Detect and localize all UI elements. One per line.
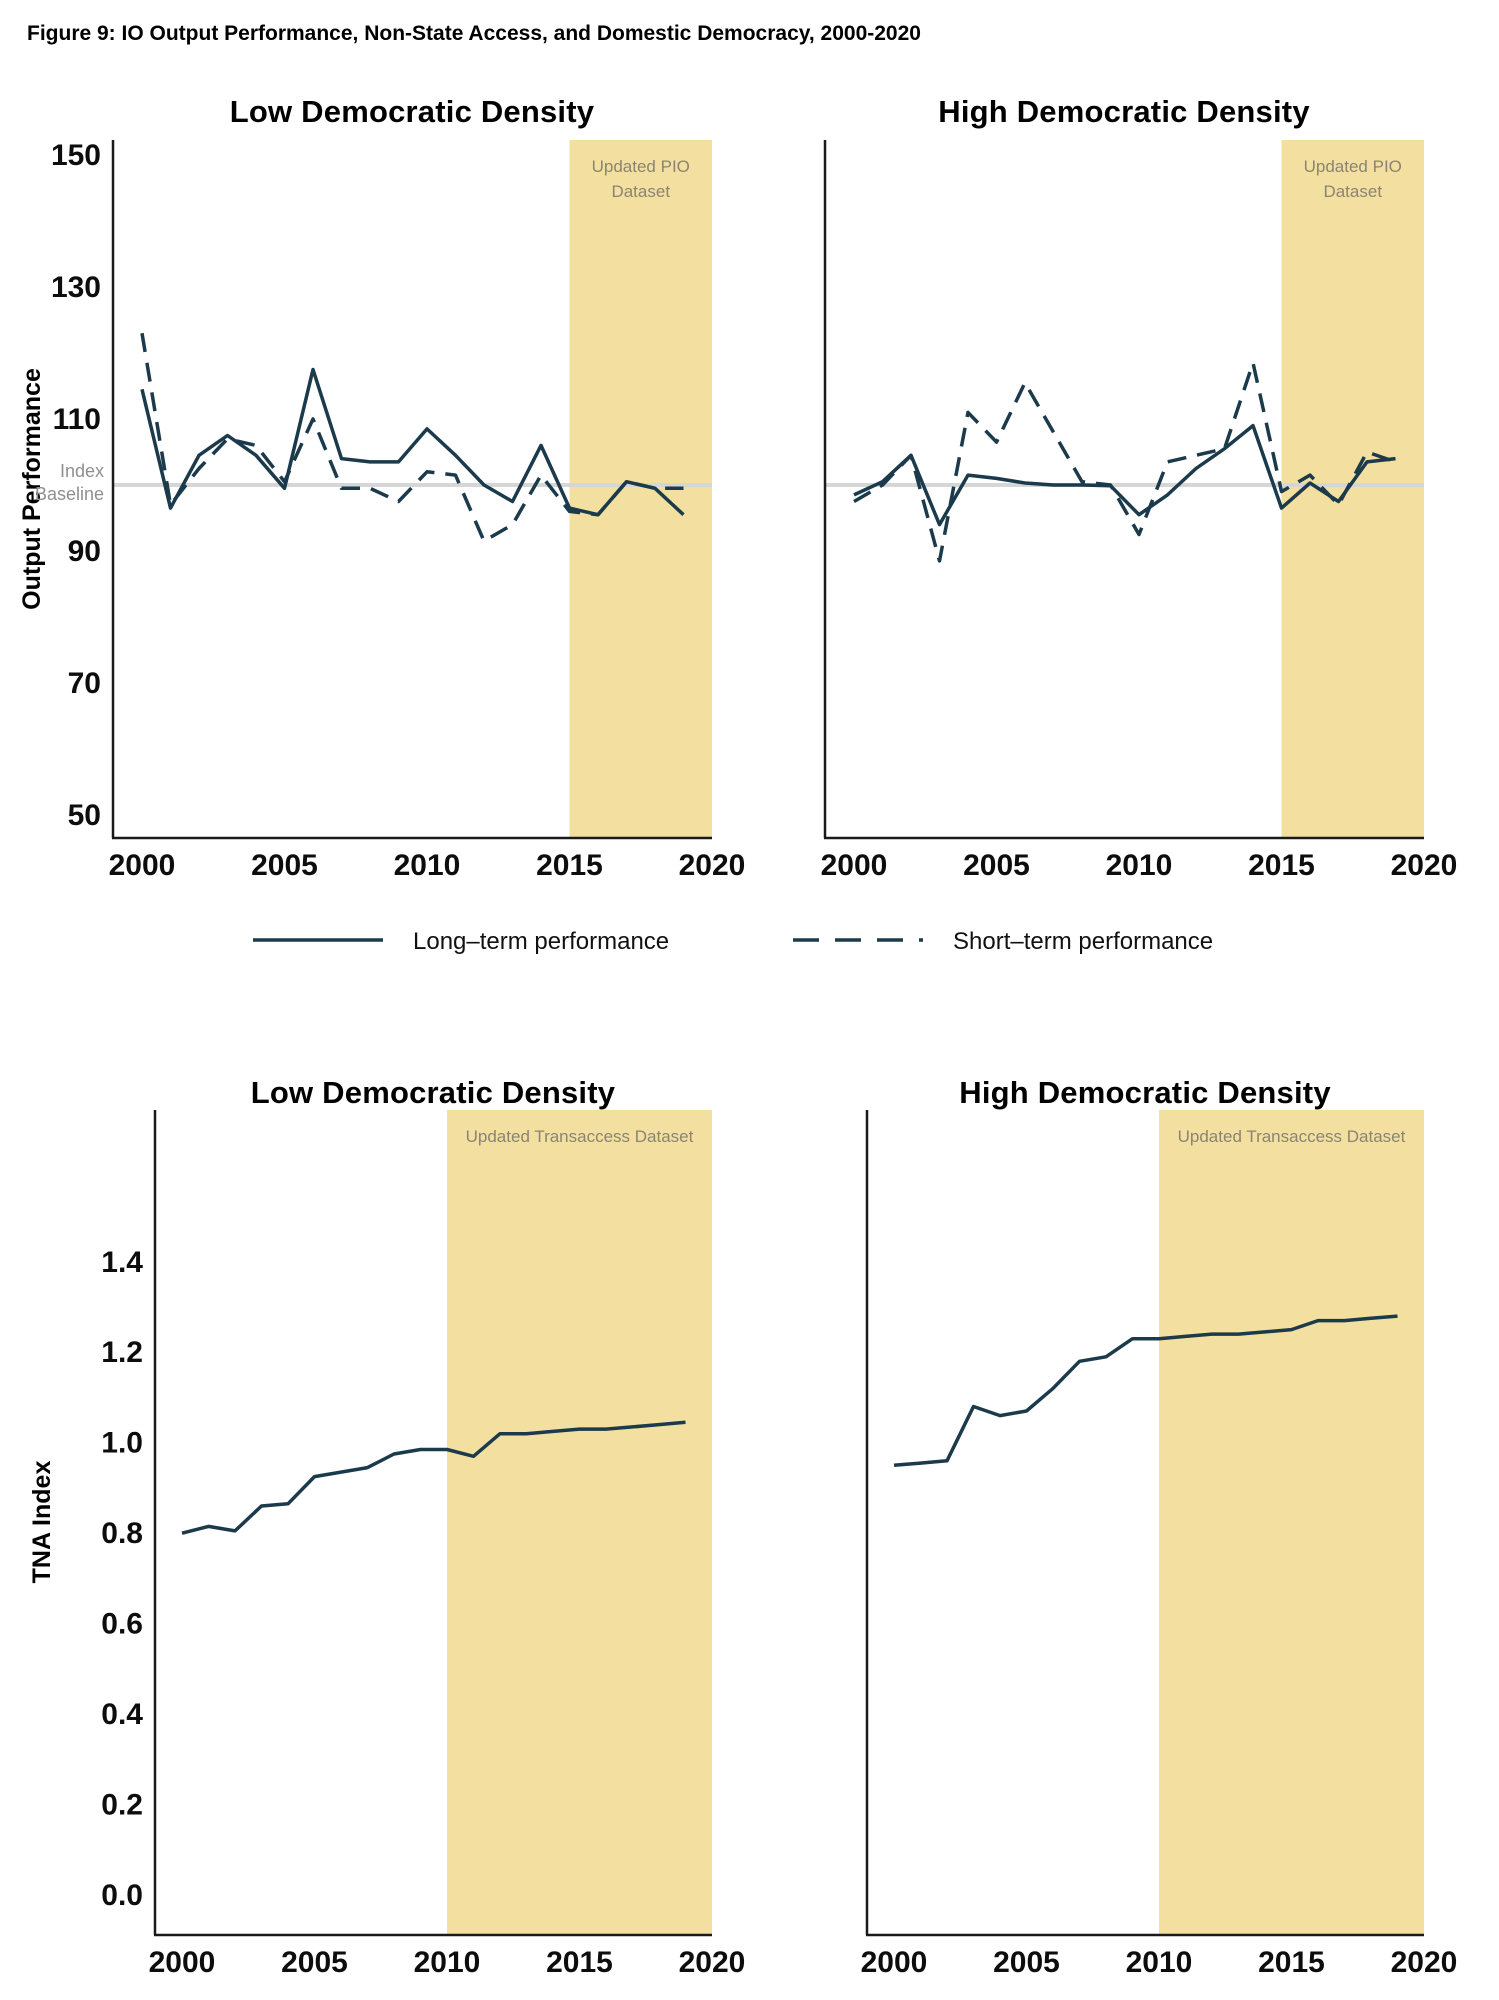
chart-title: High Democratic Density [938, 94, 1310, 129]
x-tick-label: 2000 [109, 849, 176, 882]
y-tick-label: 110 [53, 403, 101, 436]
x-tick-label: 2010 [1106, 849, 1173, 882]
x-tick-label: 2010 [414, 1946, 481, 1979]
chart-title: Low Democratic Density [251, 1075, 616, 1110]
chart-title: High Democratic Density [959, 1075, 1331, 1110]
y-tick-label: 130 [51, 271, 101, 304]
band-annotation: Updated Transaccess Dataset [1178, 1127, 1406, 1146]
series-short-term-line [853, 361, 1397, 563]
highlight-band [1159, 1110, 1424, 1935]
x-tick-label: 2020 [679, 849, 746, 882]
chart-output-performance-low: Updated PIO Dataset Index Baseline 150 130 110… [35, 94, 745, 882]
plot-content: Updated PIO Dataset Index Baseline 150 130 110… [35, 139, 745, 882]
x-tick-label: 2020 [1391, 849, 1458, 882]
legend: Long–term performance Short–term perform… [253, 928, 1213, 955]
highlight-band [569, 140, 712, 838]
series-long-term-line [181, 1420, 686, 1535]
y-axis-title-top: Output Performance [18, 368, 46, 610]
index-baseline-label: Index Baseline [35, 461, 104, 504]
band-annotation: Updated PIO Dataset [1304, 157, 1402, 201]
x-tick-label: 2005 [993, 1946, 1060, 1979]
legend-label-long-term: Long–term performance [413, 928, 669, 955]
legend-label-short-term: Short–term performance [953, 928, 1213, 955]
x-tick-label: 2005 [281, 1946, 348, 1979]
series-long-term-line [893, 1314, 1398, 1468]
y-tick-label: 1.0 [101, 1427, 143, 1460]
y-tick-label: 0.2 [101, 1789, 143, 1822]
y-tick-label: 0.4 [101, 1698, 143, 1731]
x-tick-label: 2005 [963, 849, 1030, 882]
y-tick-label: 150 [51, 139, 101, 172]
y-tick-label: 0.0 [101, 1879, 143, 1912]
y-tick-label: 50 [68, 799, 101, 832]
y-tick-label: 0.8 [101, 1517, 143, 1550]
chart-tna-index-low: Updated Transaccess Dataset 1.4 1.2 1.0 0.8 0… [101, 1075, 745, 1979]
x-tick-label: 2010 [1126, 1946, 1193, 1979]
x-tick-label: 2015 [536, 849, 603, 882]
x-tick-label: 2010 [394, 849, 461, 882]
y-tick-label: 0.6 [101, 1608, 143, 1641]
plot-content: Updated Transaccess Dataset 1.4 1.2 1.0 0.8 0… [101, 1127, 745, 1979]
y-tick-label: 1.4 [101, 1246, 143, 1279]
plot-content: Updated Transaccess Dataset 2000 2005 2010 2… [861, 1127, 1458, 1979]
chart-title: Low Democratic Density [230, 94, 595, 129]
band-annotation: Updated Transaccess Dataset [466, 1127, 694, 1146]
chart-output-performance-high: Updated PIO Dataset 2000 2005 2010 2015 2020 H… [821, 94, 1458, 882]
highlight-band [447, 1110, 712, 1935]
plot-content: Updated PIO Dataset 2000 2005 2010 2015 2020 [821, 157, 1458, 882]
x-tick-label: 2000 [149, 1946, 216, 1979]
band-annotation: Updated PIO Dataset [592, 157, 690, 201]
figure-caption: Figure 9: IO Output Performance, Non-Sta… [27, 22, 921, 45]
x-tick-label: 2015 [1258, 1946, 1325, 1979]
x-tick-label: 2000 [821, 849, 888, 882]
x-tick-label: 2020 [1391, 1946, 1458, 1979]
y-tick-label: 90 [68, 535, 101, 568]
y-tick-label: 1.2 [101, 1336, 143, 1369]
x-tick-label: 2015 [546, 1946, 613, 1979]
series-long-term-line [853, 423, 1396, 527]
x-tick-label: 2005 [251, 849, 318, 882]
x-tick-label: 2000 [861, 1946, 928, 1979]
x-tick-label: 2015 [1248, 849, 1315, 882]
series-short-term-line [140, 332, 684, 543]
y-axis-title-bottom: TNA Index [28, 1461, 56, 1584]
y-tick-label: 70 [68, 667, 101, 700]
chart-tna-index-high: Updated Transaccess Dataset 2000 2005 2010 2… [861, 1075, 1458, 1979]
x-tick-label: 2020 [679, 1946, 746, 1979]
